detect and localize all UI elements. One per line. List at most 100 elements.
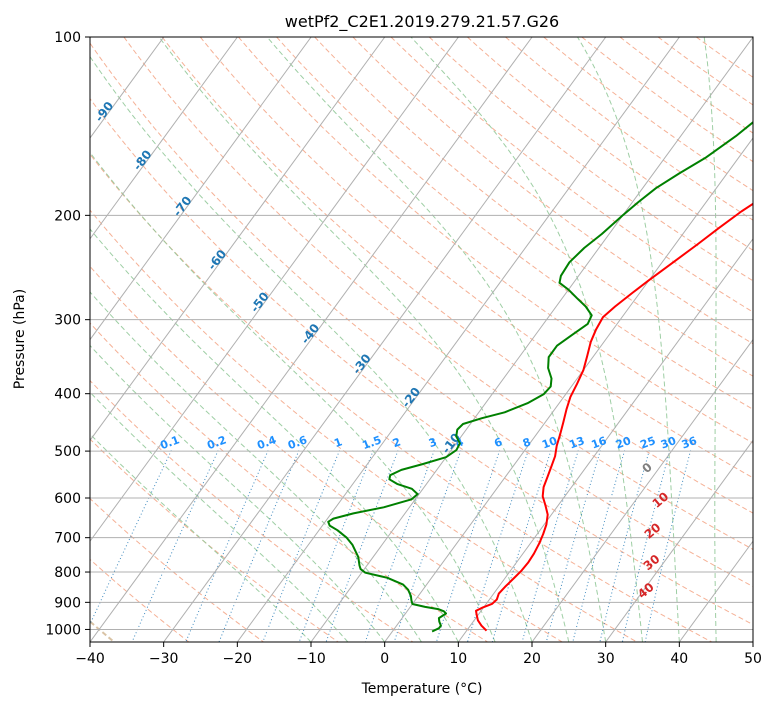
dry-adiabat-line <box>657 37 753 106</box>
mixing-ratio-label: 25 <box>638 434 657 451</box>
mixing-ratio-label: 1.5 <box>361 433 384 452</box>
moist-adiabat-label: -100 <box>54 43 84 75</box>
isotherm-line <box>457 237 753 642</box>
moist-adiabat-line <box>90 344 386 642</box>
dry-adiabats <box>90 37 753 642</box>
mixing-ratio-label: 0.6 <box>286 433 309 452</box>
y-tick-label: 900 <box>54 595 81 611</box>
isotherm-line <box>236 37 680 642</box>
mixing-ratio-line <box>545 450 601 642</box>
x-tick-label: −40 <box>75 651 105 667</box>
dry-adiabat-line <box>90 153 712 642</box>
isotherm-line <box>605 439 753 642</box>
mixing-ratio-label: 16 <box>590 434 609 452</box>
dry-adiabat-label: 0 <box>639 460 654 476</box>
dry-adiabat-line <box>276 37 753 410</box>
mixing-ratio-label: 0.4 <box>255 433 278 452</box>
mixing-ratio-label: 30 <box>659 434 678 452</box>
dry-adiabat-line <box>90 42 753 588</box>
moist-adiabat-line <box>158 37 570 642</box>
dry-adiabat-line <box>123 37 753 551</box>
mixing-ratio-line <box>90 450 172 626</box>
mixing-ratio-line <box>572 450 626 642</box>
temperature-profile-line <box>475 202 753 632</box>
dewpoint-profile-line <box>327 120 753 633</box>
moist-adiabat-line <box>90 151 496 642</box>
x-tick-label: 0 <box>380 651 389 667</box>
y-tick-label: 600 <box>54 491 81 507</box>
y-tick-label: 300 <box>54 313 81 329</box>
dry-adiabat-label: 10 <box>650 489 672 510</box>
mixing-ratio-label: 6 <box>492 435 504 450</box>
x-tick-label: −30 <box>149 651 179 667</box>
isotherm-line <box>531 338 753 642</box>
isotherm-line <box>90 37 459 543</box>
dry-adiabat-label: 30 <box>641 552 663 573</box>
dry-adiabat-line <box>161 37 753 514</box>
x-tick-label: −20 <box>223 651 253 667</box>
dry-adiabat-line <box>90 558 190 642</box>
dry-adiabat-label: 20 <box>642 520 664 541</box>
x-tick-label: 30 <box>597 651 615 667</box>
plot-area: 0.1 0.2 0.4 0.6 1 1.5 2 3 4 6 8 10 13 16 20 25 30 36-100-… <box>54 37 753 642</box>
y-tick-label: 100 <box>54 30 81 46</box>
x-tick-label: 20 <box>523 651 541 667</box>
y-tick-label: 700 <box>54 531 81 547</box>
dry-adiabat-line <box>428 37 753 282</box>
mixing-ratio-line <box>599 450 650 642</box>
dry-adiabat-line <box>352 37 753 345</box>
mixing-ratio-line <box>644 450 692 642</box>
isotherms <box>90 37 753 642</box>
dry-adiabat-line <box>90 265 563 642</box>
chart-title: wetPf2_C2E1.2019.279.21.57.G26 <box>285 12 559 32</box>
moist-adiabat-line <box>90 391 349 642</box>
x-tick-label: 10 <box>449 651 467 667</box>
dry-adiabat-line <box>314 37 753 377</box>
mixing-ratio-line <box>262 450 341 642</box>
moist-adiabat-line <box>90 55 533 642</box>
isotherm-line <box>90 37 238 240</box>
x-axis-ticks: −40 −30 −20 −10 0 10 20 30 40 50 <box>75 642 762 667</box>
dry-adiabat-line <box>238 37 753 444</box>
dry-adiabat-line <box>505 37 753 221</box>
dry-adiabat-line <box>581 37 753 163</box>
dry-adiabat-line <box>90 322 488 642</box>
moist-adiabat-line <box>90 291 422 642</box>
mixing-ratio-line <box>131 450 219 642</box>
x-tick-label: −10 <box>296 651 326 667</box>
moist-adiabat-line <box>90 433 312 642</box>
moist-adiabat-label: -90 <box>92 99 116 125</box>
moist-adiabat-line <box>577 37 680 642</box>
mixing-ratio-lines <box>90 450 692 642</box>
pressure-gridlines <box>90 37 753 630</box>
isotherm-line <box>90 37 386 442</box>
dry-adiabat-line <box>619 37 753 134</box>
isotherm-line <box>163 37 607 642</box>
mixing-ratio-label: 13 <box>567 434 586 451</box>
mixing-ratio-label: 1 <box>332 435 344 450</box>
isotherm-line <box>384 137 753 642</box>
isotherm-line <box>310 37 753 642</box>
dry-adiabat-line <box>90 497 264 642</box>
x-tick-label: 50 <box>744 651 762 667</box>
mixing-ratio-label: 10 <box>540 434 559 452</box>
moist-adiabat-label: -60 <box>205 247 229 273</box>
moist-adiabat-line <box>410 37 643 642</box>
isotherm-line <box>90 37 533 642</box>
dry-adiabat-line <box>543 37 753 192</box>
dry-adiabat-line <box>696 37 753 78</box>
isotherm-line <box>752 641 753 642</box>
isotherm-line <box>678 540 753 642</box>
dry-adiabat-line <box>90 379 414 642</box>
dry-adiabat-line <box>90 209 638 642</box>
y-tick-label: 200 <box>54 208 81 224</box>
moist-adiabat-label: -30 <box>350 351 374 377</box>
mixing-ratio-line <box>364 450 435 642</box>
mixing-ratio-line <box>393 450 462 642</box>
mixing-ratio-label: 0.1 <box>158 433 181 452</box>
sounding-series <box>327 120 753 633</box>
dry-adiabat-line <box>199 37 753 479</box>
dry-adiabat-line <box>390 37 753 313</box>
isotherm-line <box>90 37 312 341</box>
